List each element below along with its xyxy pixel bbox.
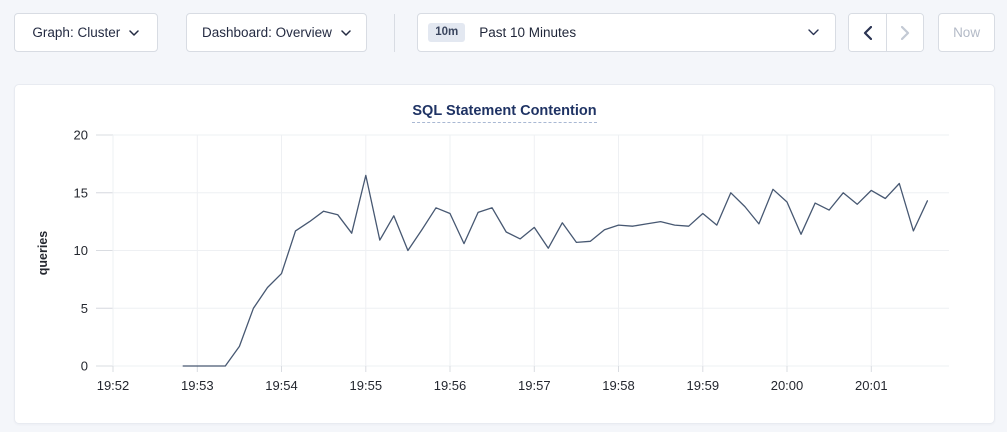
chevron-right-icon [900,25,909,40]
chevron-left-icon [864,25,873,40]
svg-text:19:54: 19:54 [265,378,298,393]
time-window-label: Past 10 Minutes [479,25,577,40]
toolbar-divider [394,13,396,52]
chevron-down-icon [129,29,139,36]
svg-text:20:01: 20:01 [855,378,888,393]
dashboard-dropdown[interactable]: Dashboard: Overview [185,13,368,52]
svg-text:0: 0 [81,359,88,374]
chevron-down-icon [808,29,820,36]
toolbar: Graph: Cluster Dashboard: Overview 10m P… [0,0,1007,52]
svg-text:20: 20 [74,128,88,143]
graph-dropdown-label: Graph: Cluster [32,25,121,40]
svg-text:19:53: 19:53 [181,378,214,393]
line-chart: 0 5 10 15 20 19:52 19:53 19:54 19:55 19:56 19:57 19… [36,128,949,393]
svg-text:5: 5 [81,301,88,316]
svg-text:queries: queries [36,231,50,276]
time-window-badge: 10m [428,22,466,43]
chart-title[interactable]: SQL Statement Contention [412,103,597,123]
graph-dropdown[interactable]: Graph: Cluster [14,13,158,52]
chart-panel: SQL Statement Contention 0 5 10 15 20 19:52 19… [14,84,995,424]
chevron-down-icon [341,29,351,36]
svg-text:19:56: 19:56 [434,378,467,393]
time-window-selector[interactable]: 10m Past 10 Minutes [417,13,837,52]
svg-text:19:59: 19:59 [687,378,720,393]
svg-text:15: 15 [74,185,88,200]
chart-title-row: SQL Statement Contention [15,85,994,123]
svg-text:19:58: 19:58 [602,378,635,393]
svg-text:10: 10 [74,243,88,258]
svg-text:19:57: 19:57 [518,378,551,393]
prev-range-button[interactable] [849,14,887,51]
svg-text:19:55: 19:55 [350,378,383,393]
next-range-button[interactable] [886,14,924,51]
svg-text:20:00: 20:00 [771,378,804,393]
time-nav-group [848,13,925,52]
svg-text:19:52: 19:52 [97,378,130,393]
now-button[interactable]: Now [938,13,996,52]
dashboard-dropdown-label: Dashboard: Overview [202,25,332,40]
